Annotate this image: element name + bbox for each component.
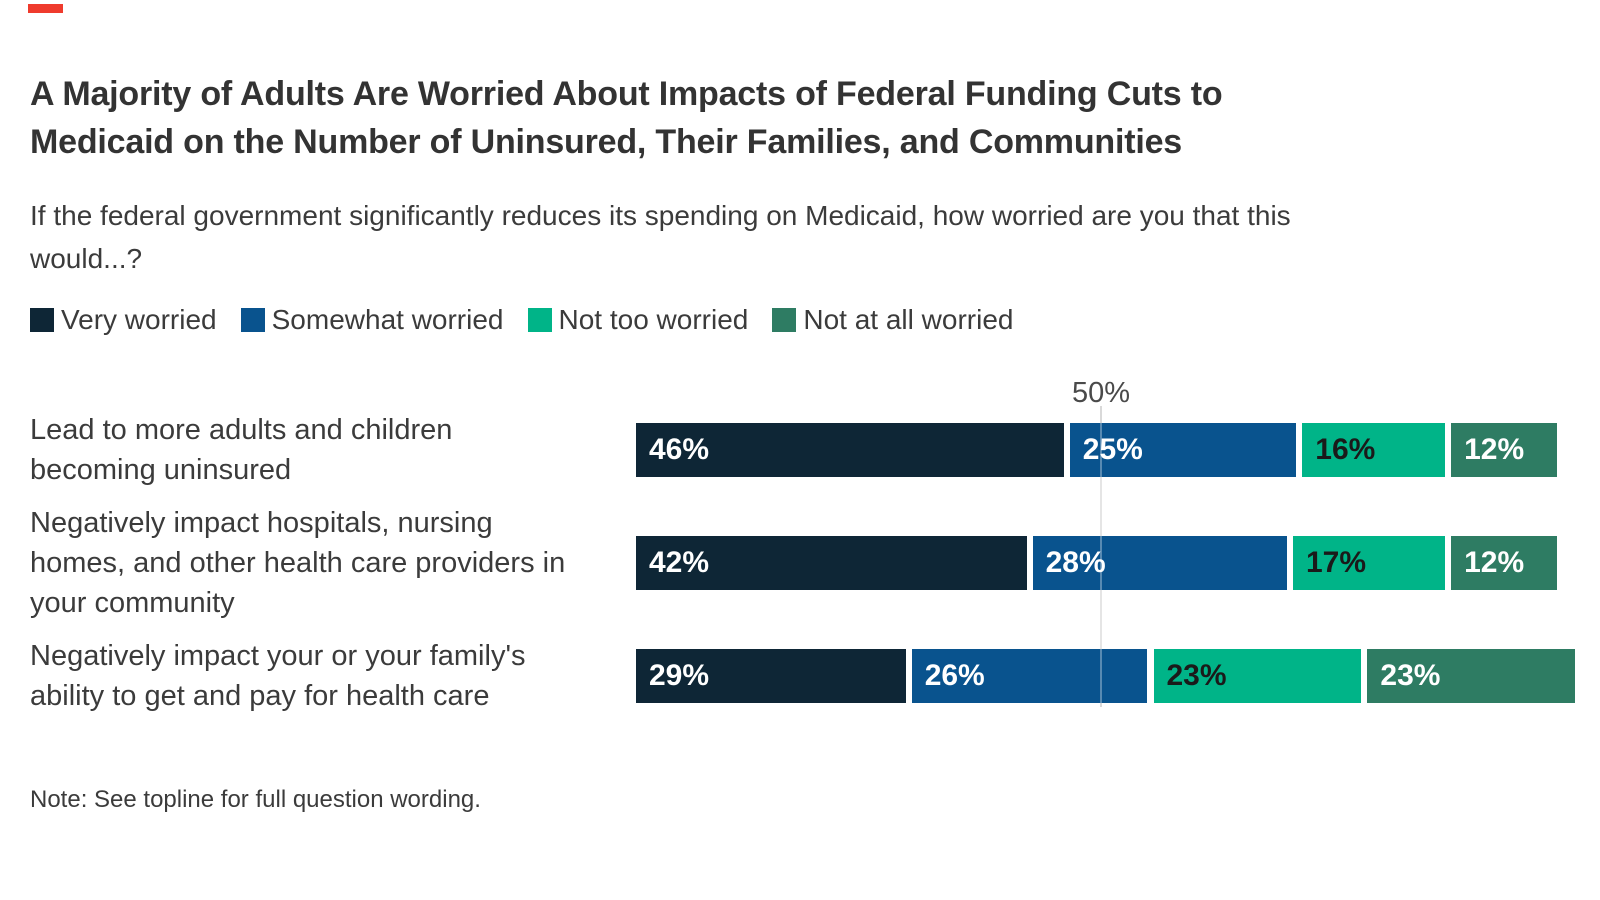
bar-segment: 12% [1451,423,1557,477]
bar-value-label: 12% [1464,433,1525,466]
legend-swatch-not-at-all-worried [772,308,797,332]
bar-value-label: 29% [649,659,710,692]
bar-segment: 28% [1032,536,1287,590]
bar-value-label: 12% [1464,546,1525,579]
legend-label: Very worried [61,304,217,335]
bar-segment: 17% [1293,536,1446,590]
bar-segment: 23% [1367,649,1576,703]
bar-segment: 16% [1302,423,1446,477]
legend-item-somewhat-worried: Somewhat worried [240,304,504,335]
bar-value-label: 23% [1380,659,1441,692]
legend-label: Not at all worried [803,304,1014,335]
bar-segment: 29% [636,649,906,703]
legend: Very worried Somewhat worried Not too wo… [30,306,1013,334]
bar-value-label: 26% [924,659,985,692]
legend-item-not-at-all-worried: Not at all worried [772,306,1013,334]
legend-swatch-not-too-worried [527,308,552,332]
brand-red-dash [28,4,63,13]
bar-segment: 12% [1451,536,1557,590]
bar-value-label: 28% [1045,546,1106,579]
gridline-50-overlay [1100,423,1102,703]
category-label-uninsured: Lead to more adults and children becomin… [30,414,453,486]
chart-subtitle: If the federal government significantly … [30,200,1291,274]
legend-swatch-somewhat-worried [240,308,265,332]
category-label-family: Negatively impact your or your family's … [30,640,526,712]
bar-segment: 46% [636,423,1064,477]
bar-value-label: 42% [649,546,710,579]
category-label-providers: Negatively impact hospitals, nursing hom… [30,507,566,619]
bar-value-label: 46% [649,433,710,466]
legend-item-very-worried: Very worried [30,306,217,334]
bar-value-label: 17% [1306,546,1367,579]
bar-segment: 26% [911,649,1148,703]
bar-value-label: 23% [1166,659,1227,692]
legend-item-not-too-worried: Not too worried [527,304,749,335]
bar-segment: 23% [1153,649,1362,703]
legend-label: Somewhat worried [271,304,504,335]
bar-segment: 25% [1069,423,1297,477]
footnote: Note: See topline for full question word… [30,786,481,813]
legend-label: Not too worried [558,304,749,335]
bar-segment: 42% [636,536,1027,590]
chart-title: A Majority of Adults Are Worried About I… [30,75,1223,161]
legend-swatch-very-worried [30,308,54,332]
bar-value-label: 16% [1315,433,1376,466]
bar-value-label: 25% [1082,433,1143,466]
axis-tick-label-50: 50% [1071,377,1131,409]
